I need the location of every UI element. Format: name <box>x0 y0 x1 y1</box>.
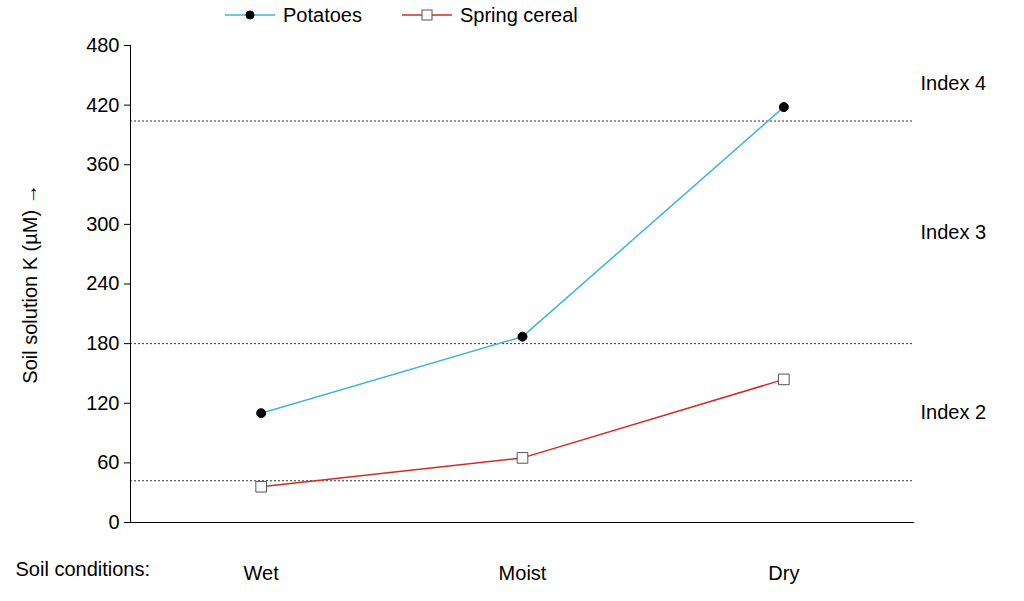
svg-text:420: 420 <box>86 94 119 116</box>
html-text:Potatoes: Potatoes <box>283 3 362 26</box>
svg-text:300: 300 <box>86 213 119 235</box>
svg-text:Wet: Wet <box>244 562 280 584</box>
svg-text:60: 60 <box>97 451 119 473</box>
svg-text:Index 3: Index 3 <box>921 221 987 243</box>
svg-text:Soil conditions:: Soil conditions: <box>16 558 151 580</box>
html-text:Spring cereal: Spring cereal <box>460 3 578 26</box>
svg-text:0: 0 <box>108 511 119 533</box>
svg-text:Dry: Dry <box>768 562 799 584</box>
svg-text:360: 360 <box>86 153 119 175</box>
svg-text:240: 240 <box>86 272 119 294</box>
svg-text:480: 480 <box>86 34 119 56</box>
svg-text:120: 120 <box>86 392 119 414</box>
svg-text:180: 180 <box>86 332 119 354</box>
svg-text:Moist: Moist <box>499 562 547 584</box>
svg-text:Soil solution K (µM) →: Soil solution K (µM) → <box>19 184 41 383</box>
svg-text:Index 4: Index 4 <box>921 72 987 94</box>
svg-text:Index 2: Index 2 <box>921 401 987 423</box>
